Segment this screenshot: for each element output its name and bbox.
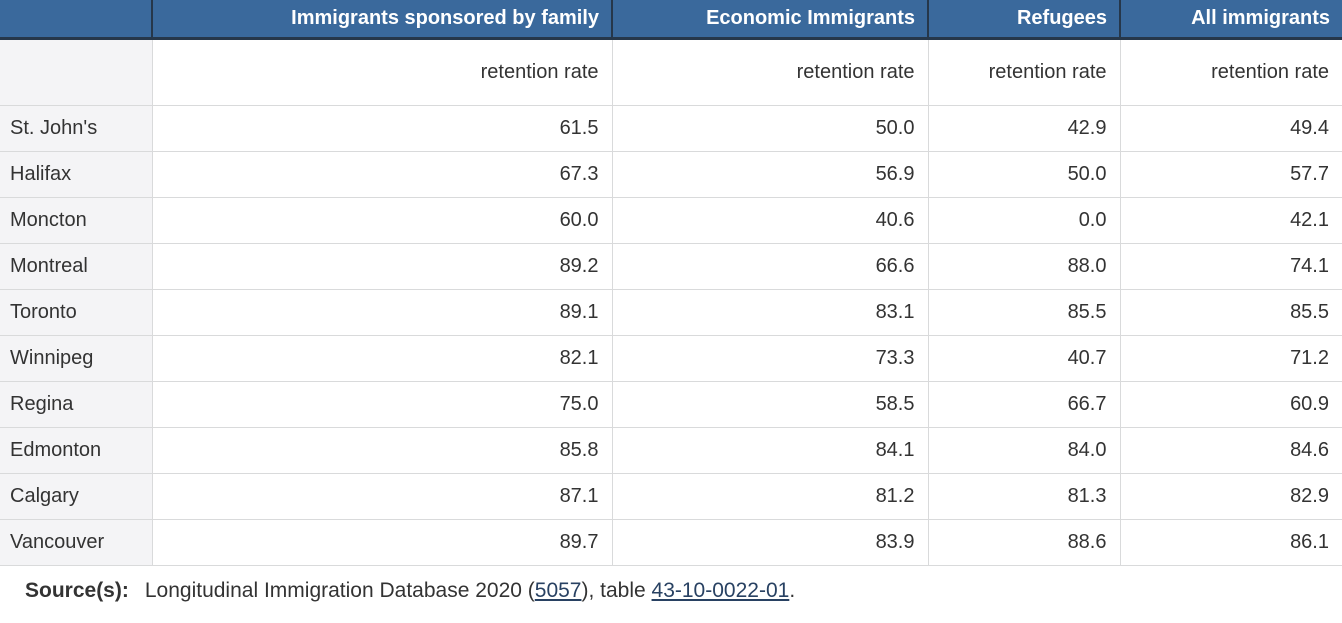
value-cell: 86.1	[1119, 519, 1342, 566]
column-header-all-immigrants: All immigrants	[1119, 0, 1342, 40]
value-cell: 81.2	[611, 473, 929, 520]
column-header-economic: Economic Immigrants	[611, 0, 928, 40]
value-cell: 75.0	[151, 381, 613, 428]
retention-rates-page: Immigrants sponsored by family Economic …	[0, 0, 1342, 603]
subheader-empty-cell	[0, 38, 153, 106]
row-label-city: Edmonton	[0, 427, 153, 474]
value-cell: 42.9	[927, 105, 1121, 152]
value-cell: 85.5	[927, 289, 1121, 336]
value-cell: 0.0	[927, 197, 1121, 244]
source-text-middle: ), table	[581, 579, 652, 602]
row-label-city: Vancouver	[0, 519, 153, 566]
table-row: Regina 75.0 58.5 66.7 60.9	[0, 381, 1342, 428]
table-row: Montreal 89.2 66.6 88.0 74.1	[0, 243, 1342, 290]
table-row: Calgary 87.1 81.2 81.3 82.9	[0, 473, 1342, 520]
value-cell: 74.1	[1119, 243, 1342, 290]
value-cell: 88.0	[927, 243, 1121, 290]
source-text-after: .	[789, 579, 796, 602]
value-cell: 60.0	[151, 197, 613, 244]
value-cell: 87.1	[151, 473, 613, 520]
value-cell: 50.0	[611, 105, 929, 152]
row-label-city: Regina	[0, 381, 153, 428]
table-row: Vancouver 89.7 83.9 88.6 86.1	[0, 519, 1342, 566]
subheader-row: retention rate retention rate retention …	[0, 38, 1342, 106]
column-header-row: Immigrants sponsored by family Economic …	[0, 0, 1342, 40]
value-cell: 40.7	[927, 335, 1121, 382]
value-cell: 83.1	[611, 289, 929, 336]
value-cell: 89.1	[151, 289, 613, 336]
table-row: Moncton 60.0 40.6 0.0 42.1	[0, 197, 1342, 244]
value-cell: 85.5	[1119, 289, 1342, 336]
value-cell: 58.5	[611, 381, 929, 428]
source-text-before: Longitudinal Immigration Database 2020 (	[144, 579, 535, 602]
row-label-city: Toronto	[0, 289, 153, 336]
row-label-city: Winnipeg	[0, 335, 153, 382]
row-label-city: Halifax	[0, 151, 153, 198]
value-cell: 66.6	[611, 243, 929, 290]
value-cell: 56.9	[611, 151, 929, 198]
value-cell: 40.6	[611, 197, 929, 244]
value-cell: 81.3	[927, 473, 1121, 520]
value-cell: 88.6	[927, 519, 1121, 566]
subheader-retention-rate: retention rate	[1119, 38, 1342, 106]
value-cell: 89.7	[151, 519, 613, 566]
value-cell: 89.2	[151, 243, 613, 290]
subheader-retention-rate: retention rate	[927, 38, 1121, 106]
value-cell: 67.3	[151, 151, 613, 198]
retention-rates-table: Immigrants sponsored by family Economic …	[0, 0, 1342, 566]
table-body: St. John's 61.5 50.0 42.9 49.4 Halifax 67.3 56.…	[0, 105, 1342, 566]
value-cell: 82.9	[1119, 473, 1342, 520]
value-cell: 84.6	[1119, 427, 1342, 474]
table-row: St. John's 61.5 50.0 42.9 49.4	[0, 105, 1342, 152]
table-row: Halifax 67.3 56.9 50.0 57.7	[0, 151, 1342, 198]
value-cell: 83.9	[611, 519, 929, 566]
row-label-city: St. John's	[0, 105, 153, 152]
value-cell: 57.7	[1119, 151, 1342, 198]
value-cell: 50.0	[927, 151, 1121, 198]
table-row: Edmonton 85.8 84.1 84.0 84.6	[0, 427, 1342, 474]
row-label-city: Montreal	[0, 243, 153, 290]
value-cell: 49.4	[1119, 105, 1342, 152]
value-cell: 73.3	[611, 335, 929, 382]
value-cell: 42.1	[1119, 197, 1342, 244]
row-label-city: Calgary	[0, 473, 153, 520]
value-cell: 71.2	[1119, 335, 1342, 382]
subheader-retention-rate: retention rate	[151, 38, 613, 106]
value-cell: 84.0	[927, 427, 1121, 474]
column-header-family-sponsored: Immigrants sponsored by family	[151, 0, 612, 40]
value-cell: 66.7	[927, 381, 1121, 428]
value-cell: 61.5	[151, 105, 613, 152]
column-header-refugees: Refugees	[927, 0, 1120, 40]
value-cell: 84.1	[611, 427, 929, 474]
value-cell: 82.1	[151, 335, 613, 382]
value-cell: 85.8	[151, 427, 613, 474]
corner-cell	[0, 0, 152, 40]
row-label-city: Moncton	[0, 197, 153, 244]
value-cell: 60.9	[1119, 381, 1342, 428]
subheader-retention-rate: retention rate	[611, 38, 929, 106]
table-row: Winnipeg 82.1 73.3 40.7 71.2	[0, 335, 1342, 382]
table-number-link[interactable]: 43-10-0022-01	[651, 579, 790, 602]
survey-number-link[interactable]: 5057	[534, 579, 582, 602]
table-row: Toronto 89.1 83.1 85.5 85.5	[0, 289, 1342, 336]
source-note: Source(s): Longitudinal Immigration Datab…	[0, 566, 1342, 603]
source-label: Source(s):	[25, 579, 129, 602]
